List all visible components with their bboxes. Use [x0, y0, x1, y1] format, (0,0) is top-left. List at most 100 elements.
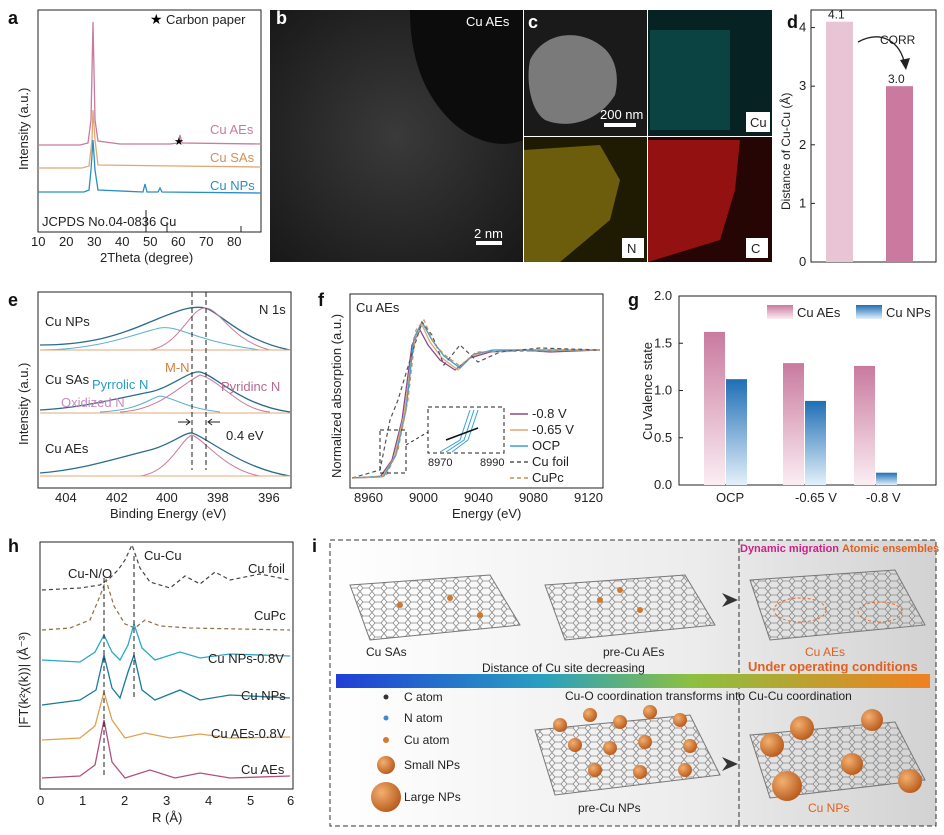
n-atom-icon [383, 715, 389, 721]
exafs-curve-aes [41, 719, 291, 779]
sample-label-sas: Cu SAs [45, 372, 90, 387]
large-np [790, 716, 814, 740]
large-np-icon [371, 782, 401, 812]
arrow-icon [207, 418, 220, 426]
arrow-label: CORR [880, 33, 916, 47]
series-label-aes: Cu AEs [210, 122, 254, 137]
structure-label: Cu AEs [805, 645, 845, 659]
peak-label: Cu-Cu [144, 548, 182, 563]
inset-curves [439, 409, 479, 453]
map-tag-bg [746, 238, 768, 258]
corr-arrow [857, 36, 906, 66]
xtick: 2 [121, 793, 128, 808]
panel-a: a ★ Carbon paper ★ Cu AEs Cu SAs Cu NPs … [8, 8, 262, 265]
legend-f: -0.8 V -0.65 V OCP Cu foil CuPc [510, 406, 574, 485]
xps-curve-nps [39, 306, 291, 351]
cu-atom [397, 602, 403, 608]
ensemble-ring [773, 597, 827, 623]
xps-curve-aes [39, 432, 291, 477]
large-np [861, 709, 883, 731]
panel-label-h: h [8, 536, 19, 556]
small-np-icon [377, 756, 395, 774]
small-np [568, 738, 582, 752]
bar-value-label: 3.0 [888, 72, 905, 86]
xtick-label: -0.8 V [866, 490, 901, 505]
legend-small: Small NPs [404, 758, 460, 772]
xps-curve-sas [39, 371, 291, 413]
element-label: N 1s [259, 302, 286, 317]
sample-label-nps: Cu NPs [45, 314, 90, 329]
xtick: 9040 [464, 490, 493, 505]
peak-label-pyrrolic: Pyrrolic N [92, 377, 148, 392]
exafs-curve-nps-08 [41, 621, 291, 663]
xtick: 402 [106, 490, 128, 505]
xlabel-e: Binding Energy (eV) [110, 506, 226, 521]
image-title-b: Cu AEs [466, 14, 510, 29]
small-np [553, 718, 567, 732]
panel-label-a: a [8, 8, 19, 28]
xtick: 398 [207, 490, 229, 505]
ytick-label: 1 [799, 195, 806, 210]
map-label-n: N [627, 241, 636, 256]
xps-fit [39, 327, 261, 351]
bar-value-label: 4.1 [828, 8, 845, 22]
xtick: 1 [79, 793, 86, 808]
structure-label: pre-Cu AEs [603, 645, 664, 659]
arrow-icon [178, 418, 191, 426]
cu-atom-icon [383, 737, 389, 743]
cu-atom [477, 612, 483, 618]
exafs-curve-aes-08 [41, 689, 291, 741]
legend-swatch-aes [767, 305, 793, 319]
sample-title-f: Cu AEs [356, 300, 400, 315]
small-nps [553, 705, 697, 779]
zoom-connector [405, 431, 429, 446]
xtick: 9080 [519, 490, 548, 505]
ylabel-f: Normalized absorption (a.u.) [329, 314, 344, 478]
scale-bar-c [604, 123, 636, 127]
legend-g: Cu AEs Cu NPs [767, 305, 931, 320]
ylabel-e: Intensity (a.u.) [16, 363, 31, 445]
xlabel-f: Energy (eV) [452, 506, 521, 521]
small-np [678, 763, 692, 777]
graphene-sheet-sas [349, 574, 521, 641]
xticks-f: 8960 9000 9040 9080 9120 [354, 490, 603, 505]
panel-i: i Cu SAs pre-Cu AEs Cu AEs Dynamic migra… [312, 536, 939, 827]
small-np [633, 765, 647, 779]
small-np [613, 715, 627, 729]
xticks-h: 0 1 2 3 4 5 6 [37, 793, 294, 808]
panel-label-i: i [312, 536, 317, 556]
inset-tick: 8990 [480, 457, 504, 469]
curve-label: Cu AEs-0.8V [211, 726, 286, 741]
large-np [760, 733, 784, 757]
plot-frame-f [349, 293, 604, 489]
xtick: 30 [87, 234, 101, 249]
large-nps [760, 709, 922, 801]
xrd-curve-cu-aes [38, 21, 262, 146]
graphene-sheet-pre-aes [544, 574, 716, 641]
xrd-curve-cu-nps [38, 139, 262, 194]
map-tag-bg [746, 112, 770, 132]
legend-carbon-paper: Carbon paper [166, 12, 246, 27]
legend-c: C atom [404, 690, 443, 704]
operating-text: Under operating conditions [748, 659, 918, 674]
sample-label-aes: Cu AEs [45, 441, 89, 456]
map-label-c: C [751, 241, 760, 256]
panel-label-d: d [787, 12, 798, 32]
bar [876, 472, 897, 485]
xps-fit [149, 307, 271, 351]
xtick: 80 [227, 234, 241, 249]
small-np [643, 705, 657, 719]
xrd-curve-cu-sas [38, 109, 262, 169]
bars-g [704, 331, 897, 485]
curve-label: Cu NPs-0.8V [208, 651, 284, 666]
ytick-label: 4 [799, 20, 806, 35]
bar [783, 363, 804, 485]
legend-item: Cu AEs [797, 305, 841, 320]
small-np [673, 713, 687, 727]
eds-signal-n [524, 145, 620, 262]
cu-atom [447, 595, 453, 601]
series-label-sas: Cu SAs [210, 150, 255, 165]
xlabel-a: 2Theta (degree) [100, 250, 193, 265]
graphene-sheet-aes [749, 569, 926, 641]
